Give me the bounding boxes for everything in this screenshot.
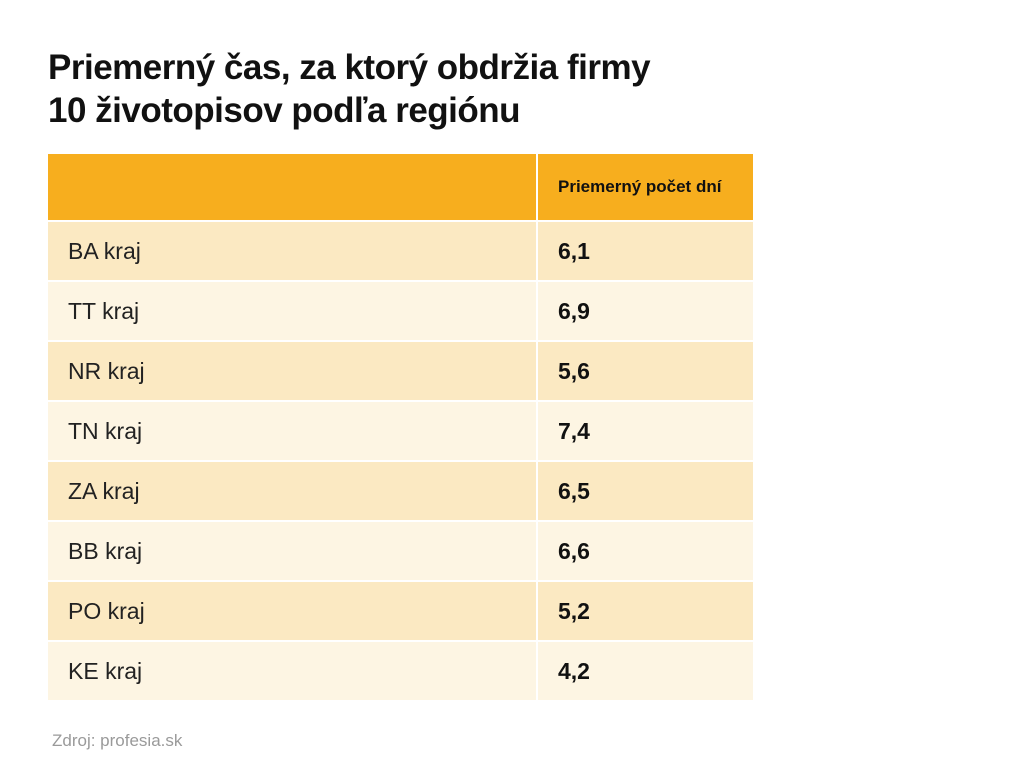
region-cell: PO kraj [48, 582, 536, 640]
region-cell: KE kraj [48, 642, 536, 700]
region-cell: NR kraj [48, 342, 536, 400]
region-cell: ZA kraj [48, 462, 536, 520]
table-row: ZA kraj 6,5 [48, 462, 753, 520]
value-cell: 4,2 [538, 642, 753, 700]
header-value-cell: Priemerný počet dní [538, 154, 753, 220]
table-row: NR kraj 5,6 [48, 342, 753, 400]
value-cell: 6,1 [538, 222, 753, 280]
table-row: BB kraj 6,6 [48, 522, 753, 580]
header-region-cell [48, 154, 536, 220]
region-cell: BB kraj [48, 522, 536, 580]
chart-title: Priemerný čas, za ktorý obdržia firmy 10… [48, 46, 808, 132]
table-row: KE kraj 4,2 [48, 642, 753, 700]
region-cell: TN kraj [48, 402, 536, 460]
source-note: Zdroj: profesia.sk [52, 731, 183, 750]
table-row: TT kraj 6,9 [48, 282, 753, 340]
table-body: BA kraj 6,1 TT kraj 6,9 NR kraj 5,6 TN kraj 7,4… [48, 222, 753, 700]
table-header-row: Priemerný počet dní [48, 154, 753, 220]
region-cell: BA kraj [48, 222, 536, 280]
table-row: TN kraj 7,4 [48, 402, 753, 460]
data-table: Priemerný počet dní BA kraj 6,1 TT kraj 6,9… [48, 154, 753, 702]
chart-title-line-1: Priemerný čas, za ktorý obdržia firmy [48, 48, 651, 87]
value-cell: 7,4 [538, 402, 753, 460]
value-cell: 5,6 [538, 342, 753, 400]
value-cell: 6,9 [538, 282, 753, 340]
table-row: PO kraj 5,2 [48, 582, 753, 640]
region-cell: TT kraj [48, 282, 536, 340]
value-cell: 5,2 [538, 582, 753, 640]
value-cell: 6,6 [538, 522, 753, 580]
chart-title-line-2: 10 životopisov podľa regiónu [48, 91, 521, 130]
value-cell: 6,5 [538, 462, 753, 520]
table-row: BA kraj 6,1 [48, 222, 753, 280]
